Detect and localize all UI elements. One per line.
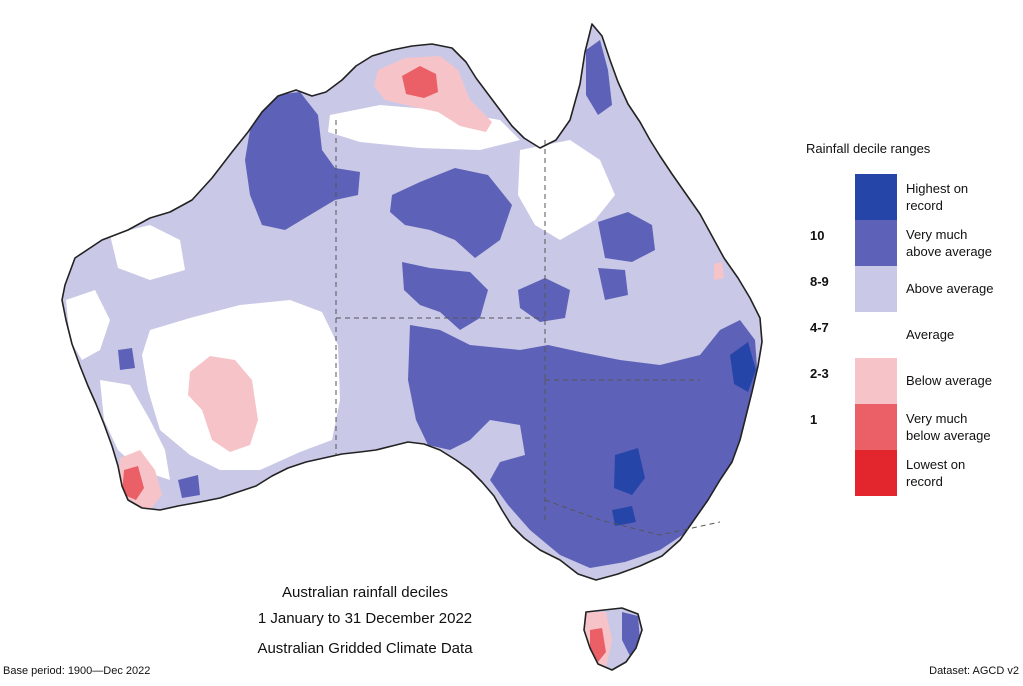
map-data-source: Australian Gridded Climate Data bbox=[257, 640, 473, 657]
legend-swatch bbox=[855, 220, 897, 266]
legend-decile: 8-9 bbox=[810, 274, 829, 289]
region-very-much-above-qld2 bbox=[518, 278, 570, 322]
legend-label-line1: Very much bbox=[906, 227, 968, 242]
region-very-much-below-tas bbox=[590, 628, 606, 662]
legend-row: Highest on record bbox=[810, 174, 1020, 220]
legend-decile: 10 bbox=[810, 228, 825, 243]
region-very-much-below-arnhem bbox=[402, 66, 438, 98]
legend-label-line1: Average bbox=[906, 327, 955, 342]
region-very-much-above-sw2 bbox=[178, 475, 200, 498]
region-highest-nsw-inland bbox=[614, 448, 645, 495]
region-very-much-above-sw1 bbox=[118, 348, 135, 370]
legend-label-line2: below average bbox=[906, 428, 991, 443]
map-date-range: 1 January to 31 December 2022 bbox=[257, 610, 473, 627]
region-very-much-above-central bbox=[402, 262, 488, 330]
legend-decile: 1 bbox=[810, 412, 818, 427]
region-very-much-above-qld1 bbox=[598, 212, 655, 262]
legend-swatch bbox=[855, 174, 897, 220]
region-average-westcoast bbox=[66, 290, 110, 360]
legend-swatch bbox=[855, 404, 897, 450]
legend-swatch bbox=[855, 266, 897, 312]
legend-label-line1: Very much bbox=[906, 411, 968, 426]
nsw-vic-border bbox=[544, 499, 721, 536]
legend-decile: 2-3 bbox=[810, 366, 829, 381]
legend-label-line1: Highest on bbox=[906, 181, 969, 196]
legend-label-line1: Above average bbox=[906, 281, 994, 296]
legend-row: 8-9 Above average bbox=[810, 266, 1020, 312]
legend-label: Lowest on record bbox=[906, 456, 965, 490]
legend-row: Lowest on record bbox=[810, 450, 1020, 496]
legend-label-line1: Lowest on bbox=[906, 457, 966, 472]
mainland-coastline bbox=[61, 23, 763, 581]
tasmania-coastline bbox=[583, 607, 643, 671]
region-below-average-small bbox=[714, 262, 724, 280]
map-title: Australian rainfall deciles bbox=[282, 584, 448, 601]
legend-label-line1: Below average bbox=[906, 373, 992, 388]
base-period: Base period: 1900—Dec 2022 bbox=[3, 665, 151, 677]
legend-label: Highest on record bbox=[906, 180, 968, 214]
region-below-average-gsd bbox=[188, 356, 258, 452]
legend-row: 1 Very much below average bbox=[810, 404, 1020, 450]
region-highest-vic bbox=[612, 506, 636, 526]
legend-label-line2: record bbox=[906, 198, 943, 213]
region-average-pilbara bbox=[110, 225, 185, 280]
legend-label: Below average bbox=[906, 372, 992, 389]
legend-swatch bbox=[855, 358, 897, 404]
legend-label: Very much above average bbox=[906, 226, 992, 260]
region-very-much-above-tas bbox=[622, 612, 640, 656]
legend-swatch bbox=[855, 312, 897, 358]
legend-row: 10 Very much above average bbox=[810, 220, 1020, 266]
legend-label: Average bbox=[906, 326, 954, 343]
dataset-label: Dataset: AGCD v2 bbox=[929, 665, 1019, 677]
legend-label: Very much below average bbox=[906, 410, 991, 444]
legend-row: 4-7 Average bbox=[810, 312, 1020, 358]
region-very-much-below-sw bbox=[122, 466, 144, 500]
legend-label-line2: record bbox=[906, 474, 943, 489]
legend-swatch bbox=[855, 450, 897, 496]
region-very-much-above-kimberley bbox=[245, 92, 360, 230]
region-average-northeast bbox=[518, 140, 615, 240]
legend-label-line2: above average bbox=[906, 244, 993, 259]
region-highest-qld-coast bbox=[730, 342, 756, 392]
region-very-much-above-nt bbox=[390, 168, 512, 258]
region-very-much-above-capeyork bbox=[586, 40, 612, 115]
legend-title: Rainfall decile ranges bbox=[806, 141, 931, 156]
region-average-sw bbox=[100, 380, 170, 480]
legend-decile: 4-7 bbox=[810, 320, 829, 335]
state-borders bbox=[335, 120, 721, 536]
region-very-much-above-southeast bbox=[408, 320, 758, 568]
region-very-much-above-qld3 bbox=[598, 268, 628, 300]
legend-label: Above average bbox=[906, 280, 993, 297]
legend-row: 2-3 Below average bbox=[810, 358, 1020, 404]
